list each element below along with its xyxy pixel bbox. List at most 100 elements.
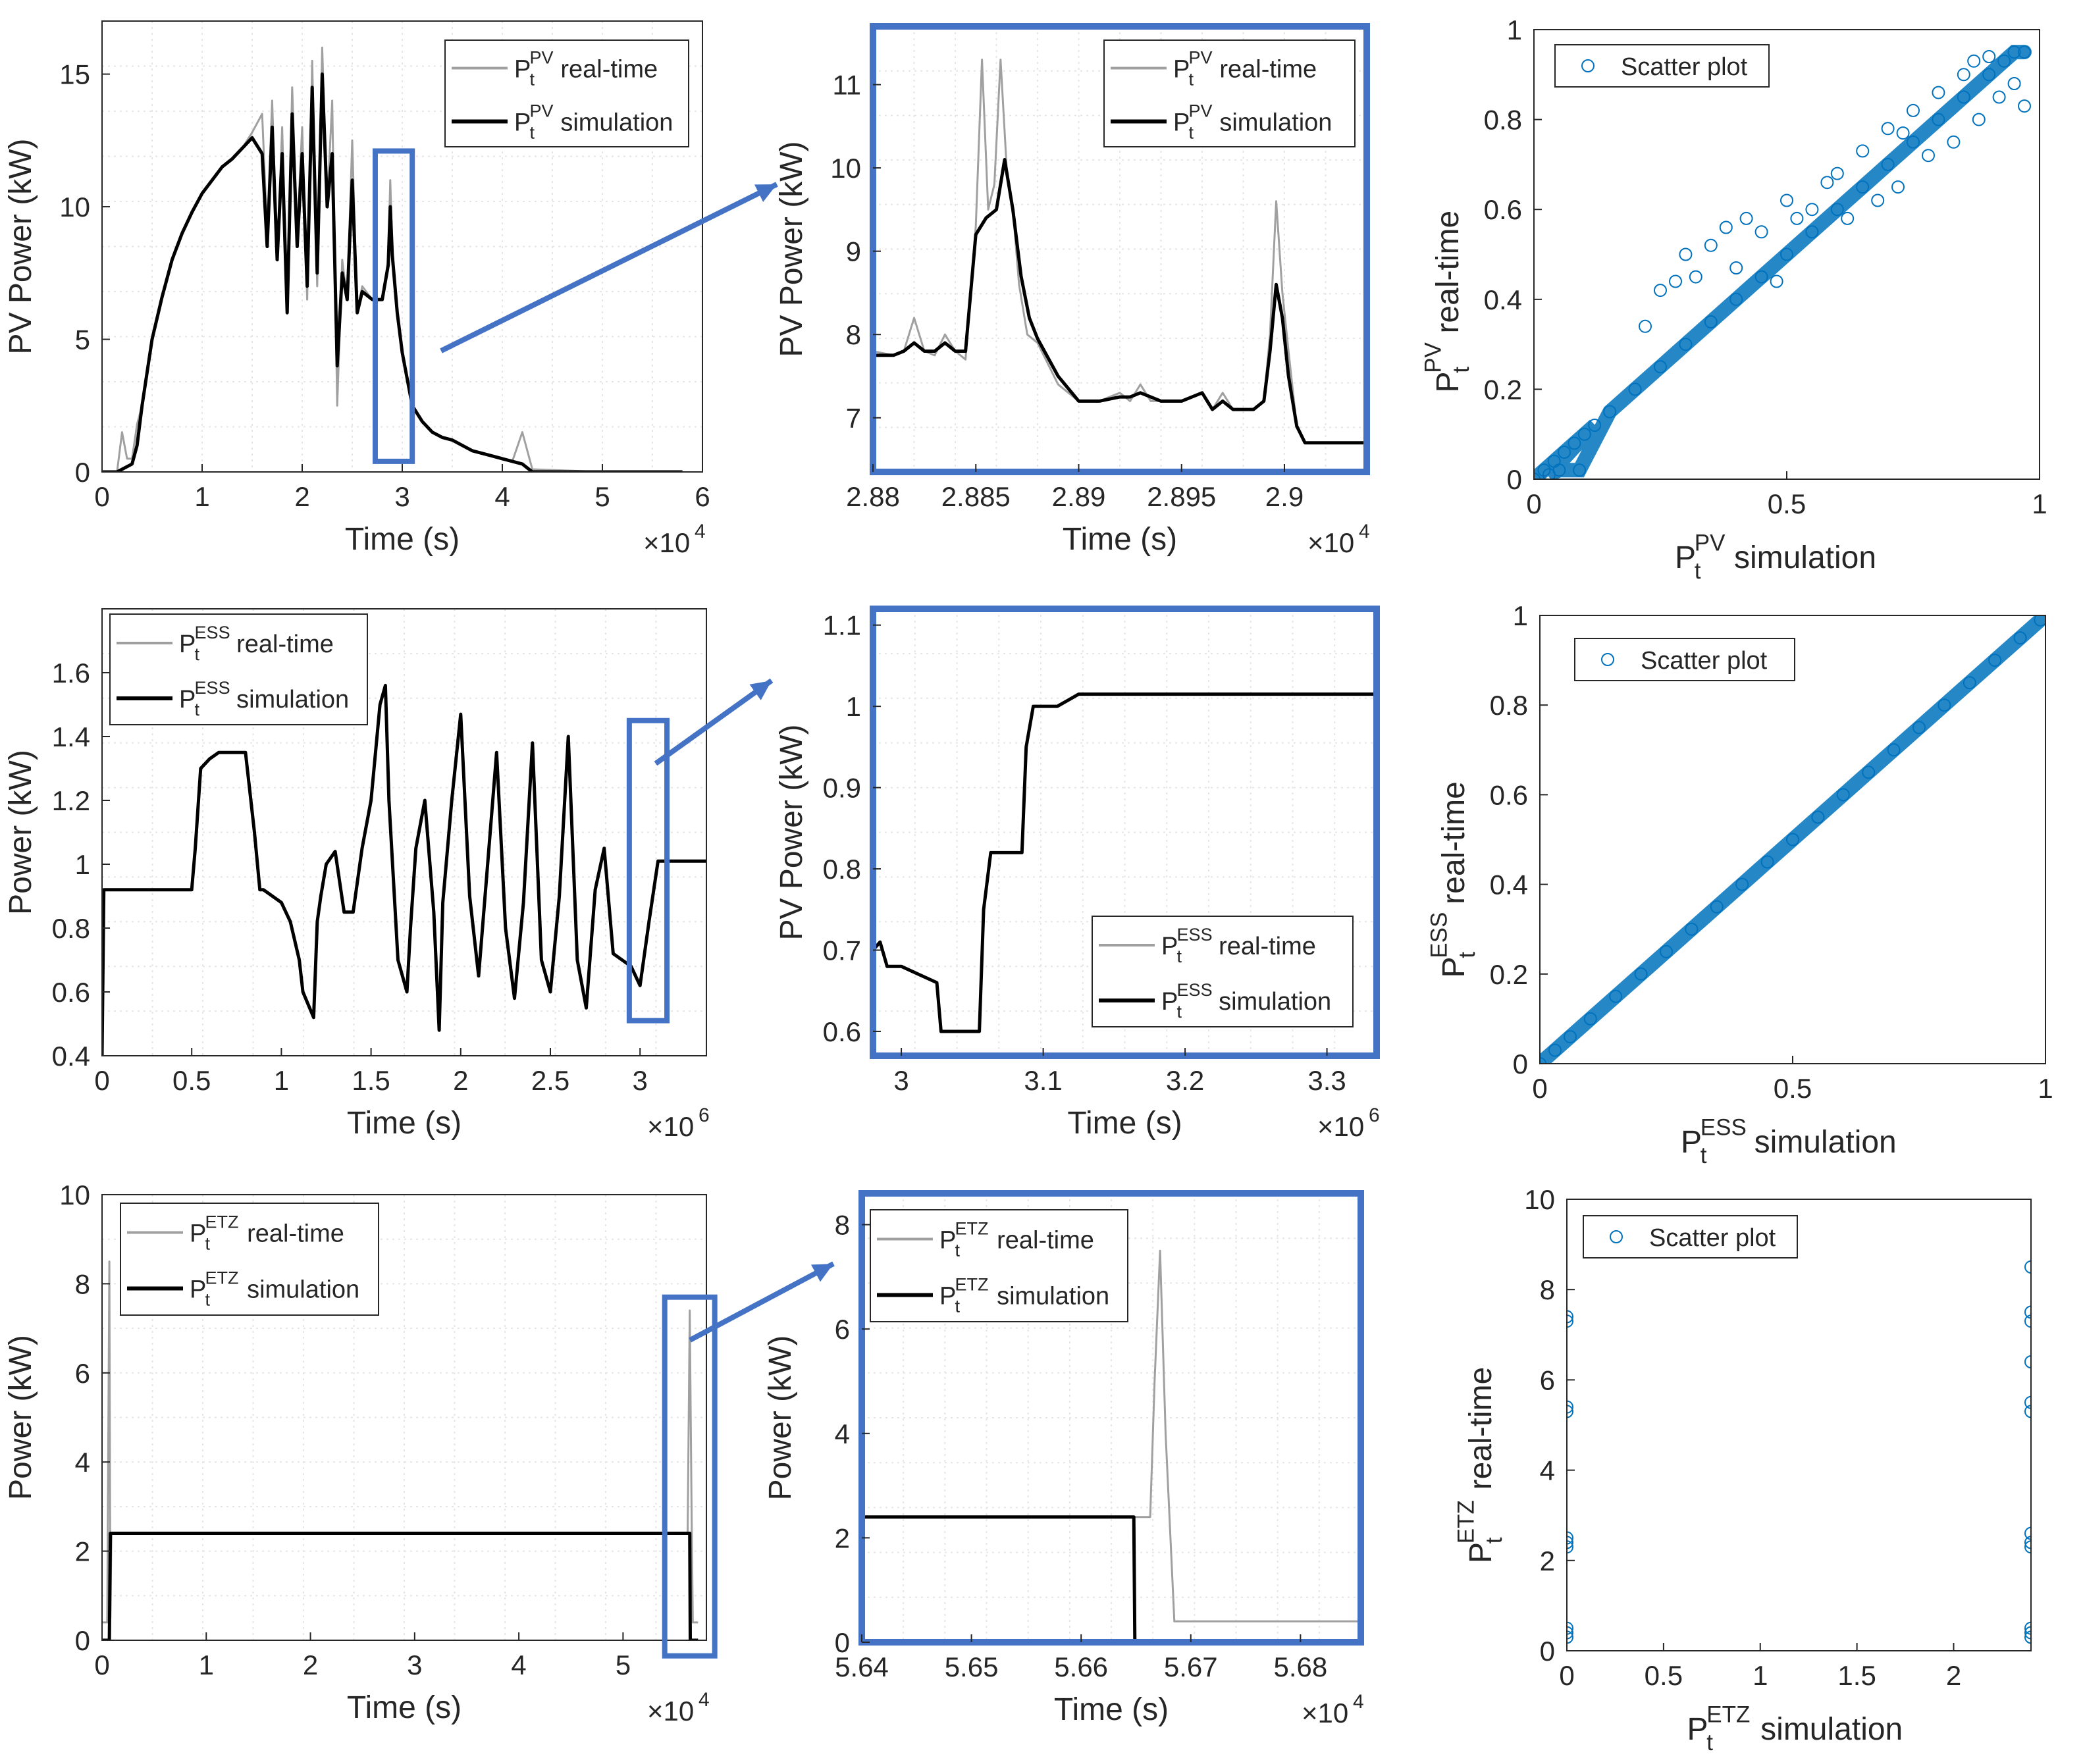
ess-time-legend-entry-1-word: simulation (236, 686, 349, 713)
ess-scatter-legend: Scatter plot (1574, 638, 1795, 681)
pv-time-legend-entry-1-sub: t (530, 123, 535, 143)
etz-time-xtick-label: 0 (94, 1649, 109, 1680)
etz-zoom-xtick-label: 5.67 (1164, 1651, 1218, 1682)
ess-scatter-ylabel-word: real-time (1437, 781, 1471, 904)
etz-time-ytick-label: 10 (59, 1180, 90, 1210)
pv-zoom-xtick-label: 2.9 (1265, 481, 1304, 512)
pv-scatter-point (1704, 238, 1718, 252)
ess-scatter-ylabel-sym: P (1437, 956, 1471, 977)
ess-time-xtick-label: 2 (453, 1065, 468, 1096)
etz-time-xlabel: Time (s) (347, 1690, 461, 1725)
ess-scatter-xtick-label: 1 (2038, 1073, 2053, 1104)
pv-zoom-legend-entry-1-sym: P (1173, 109, 1190, 137)
etz-time-legend-entry-0-sym: P (190, 1220, 206, 1248)
pv-time-ytick-label: 0 (75, 457, 90, 488)
etz-scatter-ylabel-sub: t (1481, 1537, 1507, 1544)
ess-zoom-axes-frame (870, 606, 1380, 1059)
ess-scatter-ytick-label: 0.6 (1490, 779, 1528, 810)
etz-zoom-legend-entry-0-word: real-time (997, 1227, 1094, 1255)
ess-zoom-grid (873, 609, 1377, 1056)
pv-time-x-multiplier: ×10 (643, 527, 690, 558)
pv-scatter-point (1992, 90, 2006, 104)
etz-time-x-multiplier: ×10 (647, 1696, 694, 1726)
ess-scatter-legend-marker (1601, 653, 1614, 666)
ess-zoom-legend-entry-1-sub: t (1177, 1002, 1182, 1022)
pv-scatter-ytick-label: 0.6 (1484, 194, 1522, 225)
etz-time-plot-area (102, 1260, 699, 1640)
pv-scatter-ytick-label: 0 (1507, 464, 1522, 495)
etz-time-ytick-label: 6 (75, 1358, 90, 1389)
pv-time-ytick-label: 5 (75, 324, 90, 355)
etz-scatter-point (1567, 1630, 1573, 1644)
ess-time-legend-entry-1-sup: ESS (195, 678, 230, 698)
etz-scatter-xtick-label: 1 (1753, 1660, 1768, 1691)
pv-zoom-legend-entry-1-sub: t (1189, 123, 1194, 143)
etz-scatter-xtick-label: 1.5 (1837, 1660, 1876, 1691)
pv-scatter-point (1891, 180, 1905, 194)
pv-zoom-xtick-label: 2.88 (846, 481, 900, 512)
etz-zoom-xtick-label: 5.66 (1054, 1651, 1108, 1682)
pv-scatter-point (1780, 194, 1793, 207)
ess-time-xtick-label: 0 (94, 1065, 109, 1096)
ess-time-ytick-label: 0.8 (52, 913, 90, 944)
pv-scatter-point (1841, 211, 1855, 225)
etz-time-legend-entry-0-sub: t (205, 1234, 211, 1254)
etz-scatter-point (2024, 1355, 2031, 1368)
ess-time-series-simulation (102, 683, 706, 1056)
etz-zoom-legend-entry-1-word: simulation (997, 1283, 1109, 1310)
etz-time-legend-entry-1-sym: P (190, 1276, 206, 1304)
etz-zoom-x-exponent: 4 (1353, 1691, 1364, 1713)
etz-scatter-point (2024, 1536, 2031, 1549)
pv-scatter-xtick-label: 1 (2032, 488, 2047, 519)
etz-zoom-ytick-label: 6 (835, 1314, 850, 1345)
ess-time-ytick-label: 1.6 (52, 658, 90, 688)
ess-time-legend-entry-0: Pt ESS real-time (179, 623, 334, 664)
pv-scatter-ylabel-sym: P (1431, 371, 1465, 392)
pv-time-xtick-label: 5 (594, 481, 610, 512)
ess-scatter-xlabel-sym: P (1681, 1125, 1702, 1160)
etz-scatter-ytick-label: 6 (1540, 1364, 1555, 1395)
ess-time-legend: Pt ESS real-time Pt ESS simulation (109, 613, 368, 725)
pv-zoom-x-multiplier: ×10 (1307, 527, 1354, 558)
etz-time-ylabel: Power (kW) (3, 1335, 38, 1500)
ess-scatter-ytick-label: 0.8 (1490, 690, 1528, 721)
ess-time-ytick-label: 0.6 (52, 977, 90, 1008)
pv-time-plot-area (102, 46, 683, 472)
etz-scatter-plot-area (1567, 1260, 2031, 1644)
etz-scatter-point (2024, 1305, 2031, 1319)
pv-scatter-xlabel-sym: P (1675, 540, 1696, 575)
etz-zoom-ytick-label: 2 (835, 1522, 850, 1553)
pv-time-legend-entry-1-sym: P (514, 109, 531, 137)
ess-time-xtick-label: 1 (274, 1065, 289, 1096)
etz-time-legend-entry-0-word: real-time (247, 1220, 344, 1248)
etz-scatter-point (1567, 1314, 1573, 1328)
pv-scatter-point (1805, 203, 1819, 217)
etz-scatter-point (2024, 1405, 2031, 1418)
ess-time-zoom-region (626, 717, 670, 1024)
ess-zoom-legend-entry-1-sup: ESS (1177, 980, 1213, 1000)
ess-scatter-ylabel-sup: ESS (1427, 912, 1452, 958)
pv-zoom-ytick-label: 11 (832, 70, 861, 101)
pv-zoom-legend-entry-1-word: simulation (1219, 109, 1332, 137)
etz-scatter-ylabel-sym: P (1463, 1542, 1498, 1563)
pv-scatter-ylabel-sup: PV (1421, 342, 1446, 373)
pv-scatter-point (1896, 126, 1910, 140)
etz-scatter-ytick-label: 4 (1540, 1455, 1555, 1486)
ess-time-plot-area (102, 683, 706, 1056)
etz-scatter-point (2024, 1395, 2031, 1409)
ess-time-legend-entry-1-sym: P (179, 686, 196, 713)
etz-scatter-xtick-label: 2 (1946, 1660, 1961, 1691)
zoom-connectors-layer (440, 182, 835, 1343)
etz-time-legend-entry-1-sup: ETZ (205, 1268, 239, 1288)
ess-scatter-xlabel-sup: ESS (1701, 1115, 1747, 1141)
etz-scatter-ytick-label: 8 (1540, 1274, 1555, 1305)
pv-scatter-ytick-label: 1 (1507, 14, 1522, 45)
chart-pv-zoom: 2.88 2.885 2.89 2.895 2.9 7 8 9 10 11 ×10 4 Time (s)… (774, 23, 1370, 558)
etz-time-xtick-label: 2 (303, 1649, 318, 1680)
ess-zoom-ytick-label: 0.6 (823, 1016, 861, 1047)
